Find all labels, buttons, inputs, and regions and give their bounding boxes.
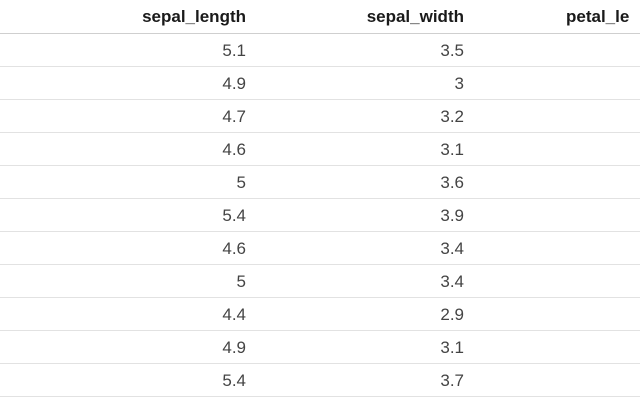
row-divider bbox=[0, 99, 640, 100]
table-cell: 3.6 bbox=[440, 173, 464, 192]
row-divider bbox=[0, 165, 640, 166]
table-cell: 4.6 bbox=[222, 239, 246, 258]
column-header: petal_le bbox=[566, 7, 630, 26]
table-cell: 5 bbox=[236, 272, 246, 291]
row-divider bbox=[0, 363, 640, 364]
table-cell: 5.4 bbox=[222, 371, 246, 390]
column-header: sepal_length bbox=[142, 7, 246, 26]
table-cell: 3.1 bbox=[440, 140, 464, 159]
table-cell: 3.5 bbox=[440, 41, 464, 60]
table-cell: 5.1 bbox=[222, 41, 246, 60]
table-cell: 4.9 bbox=[222, 74, 246, 93]
row-divider bbox=[0, 198, 640, 199]
table-cell: 3.9 bbox=[440, 206, 464, 225]
header-divider bbox=[0, 33, 640, 34]
row-divider bbox=[0, 330, 640, 331]
table-cell: 3.1 bbox=[440, 338, 464, 357]
row-divider bbox=[0, 132, 640, 133]
row-divider bbox=[0, 66, 640, 67]
row-divider bbox=[0, 297, 640, 298]
column-header: sepal_width bbox=[366, 7, 464, 26]
table-cell: 5.4 bbox=[222, 206, 246, 225]
row-divider bbox=[0, 231, 640, 232]
table-cell: 3.4 bbox=[440, 239, 464, 258]
table-cell: 4.7 bbox=[222, 107, 246, 126]
row-divider bbox=[0, 264, 640, 265]
table-cell: 5 bbox=[236, 173, 246, 192]
table-cell: 3.4 bbox=[440, 272, 464, 291]
table-cell: 3 bbox=[454, 74, 464, 93]
table-cell: 3.2 bbox=[440, 107, 464, 126]
table-cell: 4.4 bbox=[222, 305, 246, 324]
table-cell: 3.7 bbox=[440, 371, 464, 390]
table-cell: 4.9 bbox=[222, 338, 246, 357]
row-divider bbox=[0, 396, 640, 397]
table-cell: 2.9 bbox=[440, 305, 464, 324]
table-cell: 4.6 bbox=[222, 140, 246, 159]
